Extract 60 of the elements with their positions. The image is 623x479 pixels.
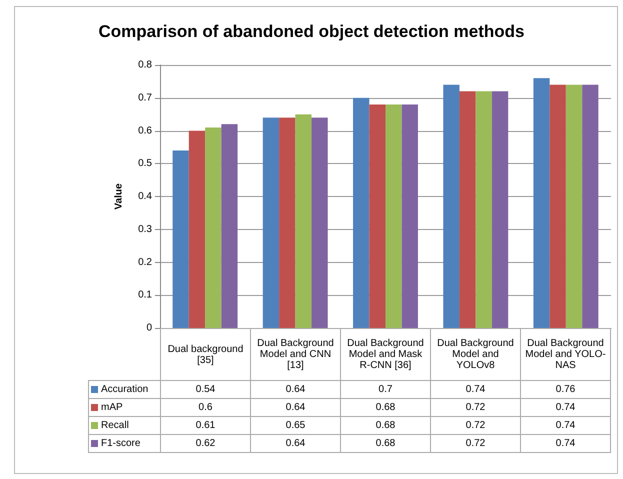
bar xyxy=(188,130,206,328)
data-label: 0.7 xyxy=(340,380,430,398)
data-label: 0.76 xyxy=(520,380,610,398)
data-label: 0.62 xyxy=(160,434,250,452)
data-label: 0.74 xyxy=(520,434,610,452)
bar xyxy=(221,124,238,328)
bar xyxy=(443,84,460,328)
data-label: 0.72 xyxy=(430,398,520,416)
y-tick-label: 0.3 xyxy=(138,224,152,235)
y-tick-label: 0.5 xyxy=(138,158,152,170)
bar xyxy=(353,98,370,328)
bar xyxy=(369,104,386,328)
chart-title: Comparison of abandoned object detection methods xyxy=(98,22,524,41)
data-label: 0.72 xyxy=(430,416,520,434)
bar xyxy=(386,104,402,328)
legend-label: Recall xyxy=(88,416,160,434)
data-label: 0.68 xyxy=(340,434,430,452)
legend-label: mAP xyxy=(88,398,160,416)
data-label: 0.74 xyxy=(430,380,520,398)
bar xyxy=(279,118,296,328)
bar xyxy=(295,114,312,328)
data-label: 0.74 xyxy=(520,416,610,434)
y-tick-label: 0.4 xyxy=(138,191,152,202)
x-tick-label: Dual Background Model and Mask R-CNN [36] xyxy=(340,328,430,380)
x-tick-label: Dual background [35] xyxy=(160,328,250,380)
data-label: 0.65 xyxy=(250,416,340,434)
data-label: 0.74 xyxy=(520,398,610,416)
data-label: 0.64 xyxy=(250,398,340,416)
y-tick-label: 0 xyxy=(146,322,152,334)
data-label: 0.72 xyxy=(430,434,520,452)
bar xyxy=(459,91,476,328)
data-label: 0.61 xyxy=(160,416,250,434)
data-label: 0.64 xyxy=(250,434,340,452)
bar xyxy=(582,84,598,328)
data-label: 0.54 xyxy=(160,380,250,398)
bar xyxy=(172,150,189,328)
data-label: 0.6 xyxy=(160,398,250,416)
x-tick-label: Dual Background Model and YOLOv8 xyxy=(430,328,520,380)
bar xyxy=(533,78,550,328)
y-tick-label: 0.8 xyxy=(138,60,152,70)
y-tick-label: 0.6 xyxy=(138,125,152,136)
bar xyxy=(492,91,508,328)
bar xyxy=(312,118,328,328)
y-tick-label: 0.7 xyxy=(138,92,152,104)
x-tick-label: Dual Background Model and YOLO-NAS xyxy=(520,328,610,380)
legend-label: Accuration xyxy=(88,380,160,398)
bar xyxy=(476,91,492,328)
bar xyxy=(550,84,566,328)
data-label: 0.68 xyxy=(340,398,430,416)
bar xyxy=(566,84,582,328)
data-label: 0.64 xyxy=(250,380,340,398)
y-tick-label: 0.2 xyxy=(138,256,152,268)
y-tick-label: 0.1 xyxy=(138,290,152,301)
y-axis-title: Value xyxy=(114,183,124,210)
x-tick-label: Dual Background Model and CNN [13] xyxy=(250,328,340,380)
bar xyxy=(262,118,280,328)
bar xyxy=(205,127,222,328)
data-label: 0.68 xyxy=(340,416,430,434)
legend-label: F1-score xyxy=(88,434,160,452)
bar xyxy=(402,104,418,328)
